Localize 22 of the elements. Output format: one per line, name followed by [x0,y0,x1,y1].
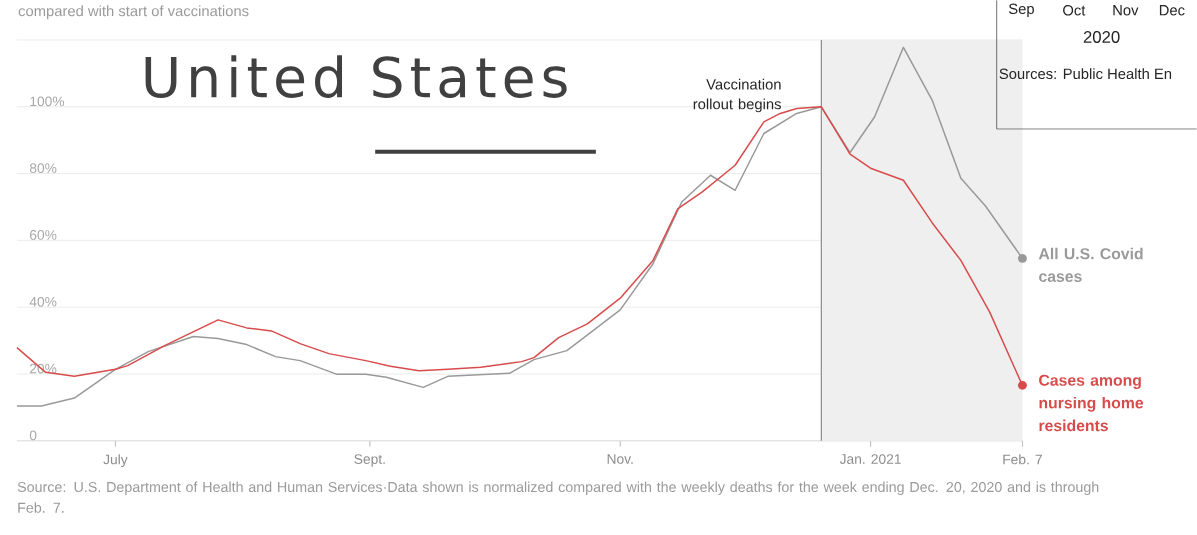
chart-subtitle: compared with start of vaccinations [18,5,249,20]
text: Nov [1113,5,1139,16]
y-tick-label: 100% [30,96,65,107]
ref-line-label: Vaccination rollout begins [693,78,781,113]
text: Dec [1159,5,1185,16]
x-tick-label: Nov. [607,454,633,464]
x-tick-label: Jan. 2021 [839,454,901,465]
y-tick-label: 40% [29,296,57,307]
y-tick-label: 80% [29,163,57,174]
x-tick-label: Sept. [354,454,385,467]
series-label: All U.S. Covid cases [1038,247,1143,283]
x-tick-label: Feb. 7 [1003,454,1042,465]
text: Oct [1063,5,1086,16]
chart-title: United States [145,55,567,99]
text: 2020 [1083,31,1120,44]
series-label: Cases among nursing home residents [1039,374,1144,432]
annotation: Sources: Public Health En [999,68,1172,80]
text: Sep [1008,3,1034,18]
x-tick-label: July [103,454,128,468]
source-note: Source: U.S. Department of Health and Human Services·Data shown is normalized compared with the weekly deaths for the week ending Dec. 20, 2020 and is through Feb. 7. [17,481,1099,513]
y-tick-label: 60% [29,230,57,240]
y-tick-label: 0 [29,430,37,441]
